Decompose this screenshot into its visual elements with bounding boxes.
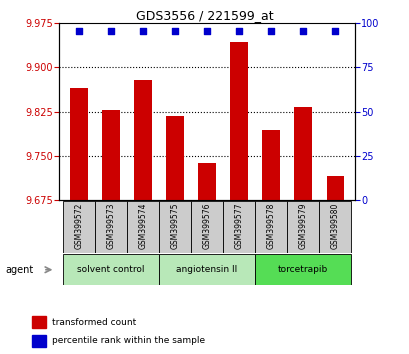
- Bar: [134, 80, 151, 200]
- Point: [107, 28, 114, 34]
- FancyBboxPatch shape: [254, 201, 287, 253]
- FancyBboxPatch shape: [126, 201, 159, 253]
- Text: GDS3556 / 221599_at: GDS3556 / 221599_at: [136, 9, 273, 22]
- Bar: [166, 116, 183, 200]
- Text: angiotensin II: angiotensin II: [176, 265, 237, 274]
- Text: GSM399577: GSM399577: [234, 202, 243, 249]
- Text: GSM399575: GSM399575: [170, 202, 179, 249]
- FancyBboxPatch shape: [159, 201, 191, 253]
- Bar: [198, 164, 216, 200]
- Point: [299, 28, 306, 34]
- Text: transformed count: transformed count: [52, 318, 136, 326]
- FancyBboxPatch shape: [63, 201, 94, 253]
- FancyBboxPatch shape: [287, 201, 319, 253]
- Point: [203, 28, 210, 34]
- Bar: [262, 130, 279, 200]
- FancyBboxPatch shape: [319, 201, 351, 253]
- Point: [75, 28, 82, 34]
- FancyBboxPatch shape: [94, 201, 126, 253]
- FancyBboxPatch shape: [191, 201, 222, 253]
- Bar: [31, 316, 45, 328]
- Point: [235, 28, 242, 34]
- Text: agent: agent: [5, 265, 33, 275]
- Bar: [102, 110, 119, 200]
- Bar: [230, 42, 247, 200]
- Point: [171, 28, 178, 34]
- Text: GSM399572: GSM399572: [74, 203, 83, 249]
- Point: [331, 28, 338, 34]
- Text: solvent control: solvent control: [77, 265, 144, 274]
- Text: GSM399576: GSM399576: [202, 202, 211, 249]
- Point: [139, 28, 146, 34]
- Text: GSM399574: GSM399574: [138, 202, 147, 249]
- Text: torcetrapib: torcetrapib: [278, 265, 328, 274]
- Bar: [326, 176, 344, 200]
- Text: GSM399580: GSM399580: [330, 203, 339, 249]
- Text: percentile rank within the sample: percentile rank within the sample: [52, 336, 204, 345]
- FancyBboxPatch shape: [63, 254, 159, 285]
- Text: GSM399573: GSM399573: [106, 202, 115, 249]
- Bar: [70, 88, 87, 200]
- FancyBboxPatch shape: [222, 201, 254, 253]
- Point: [267, 28, 274, 34]
- FancyBboxPatch shape: [254, 254, 351, 285]
- Bar: [294, 107, 311, 200]
- Bar: [31, 335, 45, 347]
- Text: GSM399579: GSM399579: [298, 202, 307, 249]
- FancyBboxPatch shape: [159, 254, 254, 285]
- Text: GSM399578: GSM399578: [266, 203, 275, 249]
